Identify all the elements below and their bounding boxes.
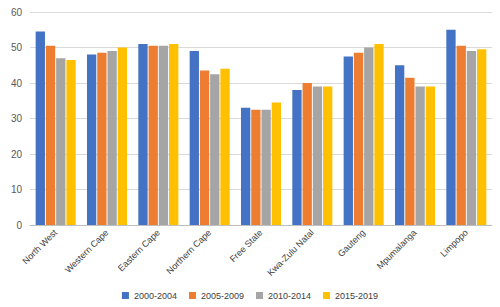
- svg-text:2000-2004: 2000-2004: [134, 291, 177, 301]
- svg-text:Northern Cape: Northern Cape: [164, 227, 213, 276]
- svg-text:Mpumalanga: Mpumalanga: [375, 227, 419, 271]
- svg-text:2005-2009: 2005-2009: [201, 291, 244, 301]
- svg-text:Eastern Cape: Eastern Cape: [116, 227, 162, 273]
- svg-text:20: 20: [11, 149, 23, 160]
- svg-text:Gauteng: Gauteng: [336, 227, 367, 258]
- svg-text:2015-2019: 2015-2019: [335, 291, 378, 301]
- svg-text:50: 50: [11, 42, 23, 53]
- svg-text:Western Cape: Western Cape: [63, 227, 111, 275]
- svg-text:Free State: Free State: [228, 227, 265, 264]
- svg-text:Kwa-Zulu Natal: Kwa-Zulu Natal: [265, 227, 316, 278]
- svg-text:40: 40: [11, 78, 23, 89]
- svg-text:60: 60: [11, 7, 23, 18]
- svg-text:2010-2014: 2010-2014: [268, 291, 311, 301]
- svg-text:10: 10: [11, 184, 23, 195]
- svg-text:Limpopo: Limpopo: [438, 227, 469, 258]
- svg-text:30: 30: [11, 113, 23, 124]
- svg-text:0: 0: [16, 220, 22, 231]
- svg-text:North West: North West: [20, 227, 59, 266]
